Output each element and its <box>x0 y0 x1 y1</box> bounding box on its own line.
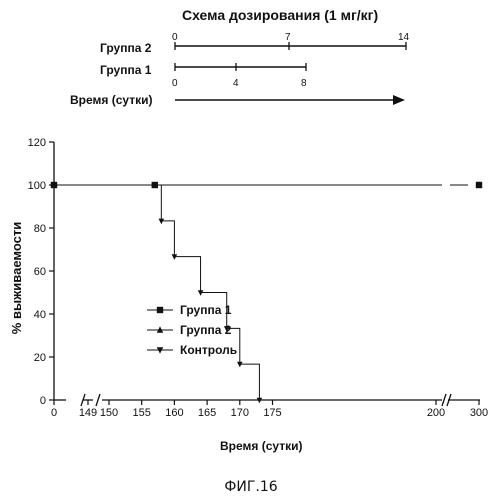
survival-chart: % выживаемости 0 20 40 60 80 100 120 0 149150 15… <box>9 137 488 453</box>
x-tick-label: 0 <box>51 407 57 419</box>
square-marker-icon <box>157 307 163 313</box>
x-axis-ticks: 0 149150 155 160 165 170 175 200 300 <box>51 400 488 419</box>
x-axis <box>54 394 480 406</box>
x-tick-label: 165 <box>198 407 216 419</box>
x-axis-title: Время (сутки) <box>220 439 302 453</box>
schedule-g1-tick-8: 8 <box>301 78 307 89</box>
schedule-g2-tick-14: 14 <box>398 32 410 43</box>
x-tick-label: 150 <box>100 407 118 419</box>
x-tick-label: 170 <box>231 407 249 419</box>
x-tick-label: 160 <box>165 407 183 419</box>
y-tick-label: 0 <box>40 395 46 407</box>
x-tick-label: 149 <box>79 407 97 419</box>
legend: Группа 1 Группа 2 Контроль <box>147 303 237 357</box>
legend-label: Группа 2 <box>180 323 232 337</box>
y-axis-title: % выживаемости <box>9 222 24 334</box>
schedule-g1-tick-0: 0 <box>172 78 178 89</box>
schedule-group1-label: Группа 1 <box>100 63 152 77</box>
schedule-g2-tick-7: 7 <box>285 32 291 43</box>
x-tick-label: 175 <box>263 407 281 419</box>
axis-break-mark <box>442 394 446 406</box>
y-tick-label: 120 <box>28 137 46 149</box>
plot-markers <box>51 181 482 403</box>
legend-label: Группа 1 <box>180 303 232 317</box>
plot-lines <box>54 185 468 400</box>
y-tick-label: 60 <box>34 266 46 278</box>
y-tick-label: 100 <box>28 180 46 192</box>
schedule-time-label: Время (сутки) <box>70 93 152 107</box>
y-axis-ticks: 0 20 40 60 80 100 120 <box>28 137 54 407</box>
series-line-control <box>54 185 259 400</box>
y-tick-label: 20 <box>34 352 46 364</box>
schedule-group2-label: Группа 2 <box>100 41 152 55</box>
axis-break-mark <box>96 394 100 406</box>
x-tick-label: 300 <box>470 407 488 419</box>
schedule-g1-tick-4: 4 <box>233 78 239 89</box>
y-tick-label: 40 <box>34 309 46 321</box>
legend-label: Контроль <box>180 343 237 357</box>
y-tick-label: 80 <box>34 223 46 235</box>
square-marker-icon <box>152 182 158 188</box>
x-tick-label: 155 <box>133 407 151 419</box>
schedule-g2-tick-0: 0 <box>172 32 178 43</box>
figure-label: ФИГ.16 <box>224 479 277 495</box>
arrow-head-icon <box>393 95 405 105</box>
x-tick-label: 200 <box>427 407 445 419</box>
schedule-title: Схема дозирования (1 мг/кг) <box>182 7 378 23</box>
dosing-schedule: Схема дозирования (1 мг/кг) Группа 2 Гру… <box>70 7 410 107</box>
